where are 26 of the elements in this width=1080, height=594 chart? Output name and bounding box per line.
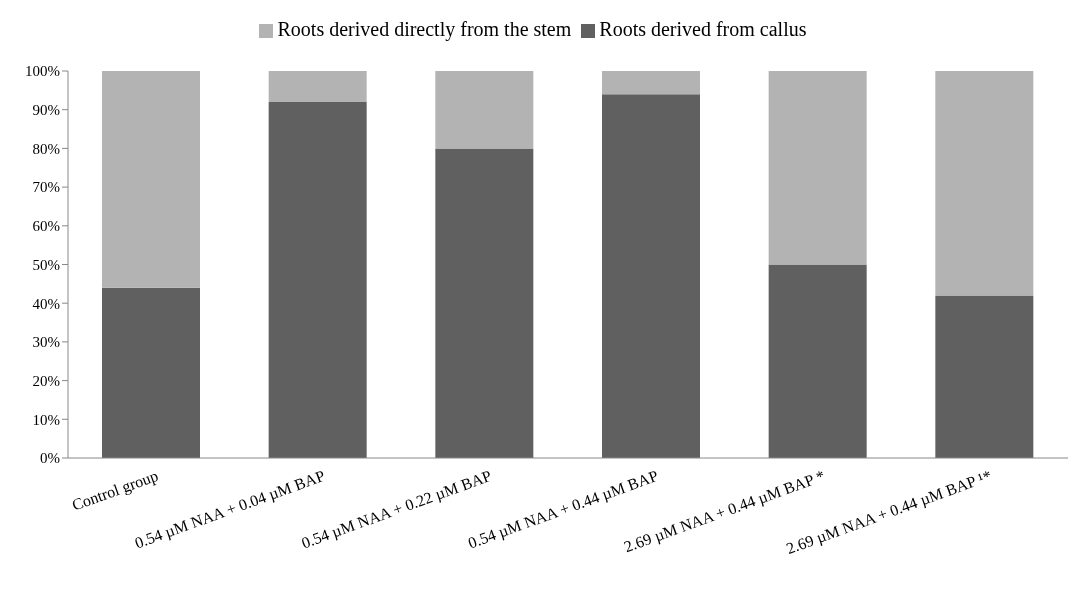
y-tick-label: 80% (32, 140, 60, 157)
bar (268, 101, 367, 458)
legend-label: Roots derived from callus (599, 18, 807, 40)
y-tick-label: 90% (32, 102, 60, 119)
y-tick-label: 40% (32, 295, 60, 312)
bar (935, 295, 1034, 458)
y-tick-label: 20% (32, 372, 60, 389)
y-tick-label: 70% (32, 179, 60, 196)
bar (435, 71, 534, 149)
bar (935, 71, 1034, 296)
bar (102, 71, 200, 288)
bar (102, 287, 200, 458)
x-tick-label: Control group (69, 466, 161, 515)
legend-label: Roots derived directly from the stem (277, 18, 572, 40)
y-tick-label: 60% (32, 218, 60, 235)
bar (268, 71, 367, 102)
bar (602, 71, 700, 95)
bar (435, 148, 534, 458)
y-tick-label: 100% (25, 63, 60, 80)
bar (768, 264, 867, 458)
y-tick-label: 50% (32, 256, 60, 273)
bar (602, 94, 700, 458)
y-tick-label: 30% (32, 334, 60, 351)
bar (768, 71, 867, 265)
y-tick-label: 10% (32, 411, 60, 428)
y-tick-label: 0% (40, 450, 60, 467)
